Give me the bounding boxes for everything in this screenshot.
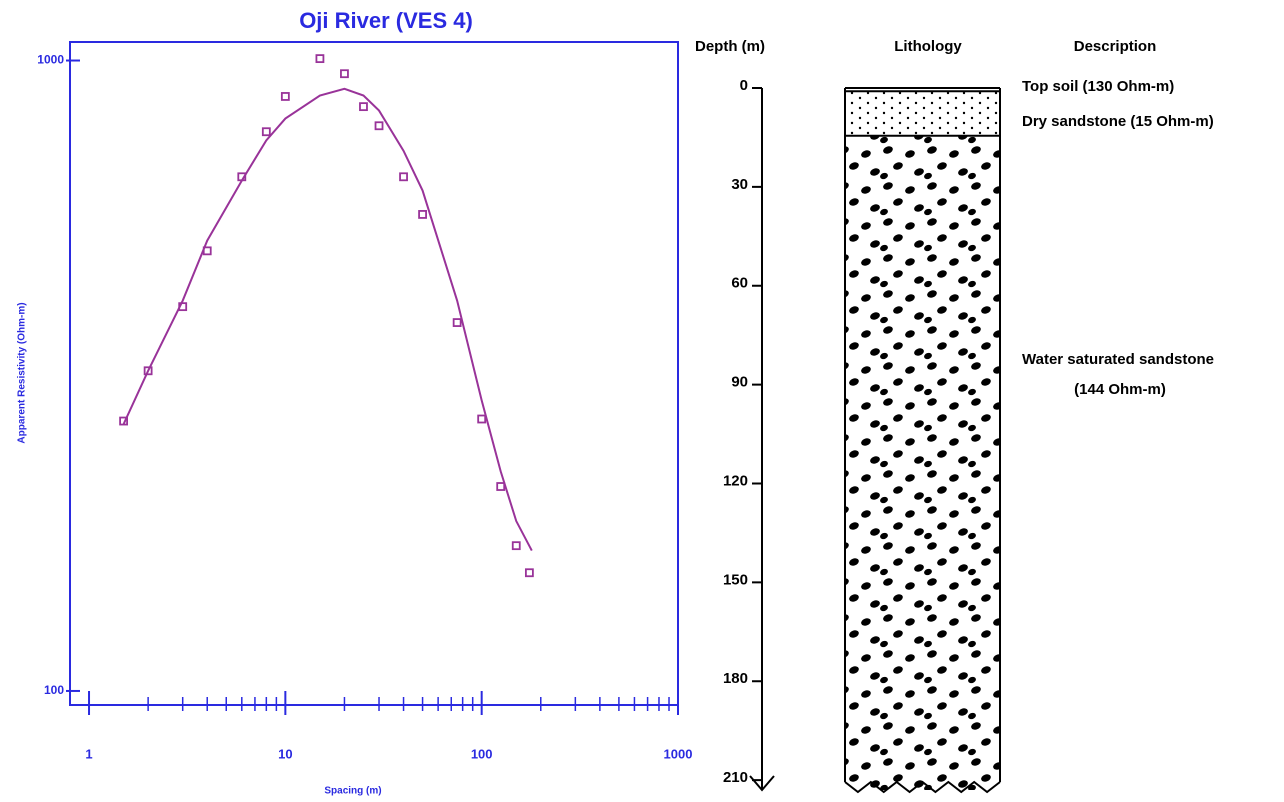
ves-chart: Oji River (VES 4) Spacing (m) Apparent R… bbox=[17, 8, 693, 797]
depth-tick-label: 180 bbox=[723, 670, 748, 687]
data-point bbox=[496, 482, 506, 491]
data-point bbox=[315, 54, 325, 64]
data-point bbox=[452, 318, 462, 327]
data-point bbox=[261, 127, 271, 137]
layer-description: Water saturated sandstone bbox=[1022, 351, 1214, 368]
data-point bbox=[524, 568, 534, 578]
y-tick-label: 100 bbox=[44, 683, 64, 697]
depth-tick-label: 0 bbox=[740, 77, 748, 94]
depth-tick-label: 90 bbox=[731, 374, 748, 391]
y-tick-label: 1000 bbox=[37, 53, 64, 67]
column-header: Lithology bbox=[894, 38, 962, 55]
x-tick-label: 1 bbox=[85, 746, 92, 761]
data-point bbox=[477, 414, 487, 424]
fitted-curve bbox=[122, 87, 533, 552]
x-tick-label: 1000 bbox=[664, 746, 693, 761]
data-point bbox=[418, 210, 427, 219]
y-axis-label: Apparent Resistivity (Ohm-m) bbox=[17, 302, 28, 443]
lithology-log: Depth (m) Lithology Description 0 30 60 90 120 1… bbox=[695, 38, 1214, 794]
layer-description: Dry sandstone (15 Ohm-m) bbox=[1022, 113, 1214, 130]
depth-tick-label: 120 bbox=[723, 472, 748, 489]
x-tick-label: 10 bbox=[278, 746, 292, 761]
data-point bbox=[143, 366, 153, 376]
layer-description: Top soil (130 Ohm-m) bbox=[1022, 78, 1174, 95]
column-header: Description bbox=[1074, 38, 1157, 55]
layer bbox=[845, 91, 1000, 136]
layer bbox=[845, 135, 1000, 791]
column-header: Depth (m) bbox=[695, 38, 765, 55]
data-point bbox=[280, 92, 290, 101]
data-point bbox=[119, 416, 128, 426]
x-axis-label: Spacing (m) bbox=[324, 786, 381, 797]
layer-description: (144 Ohm-m) bbox=[1074, 381, 1166, 398]
data-point bbox=[511, 541, 521, 551]
depth-tick-label: 30 bbox=[731, 176, 748, 193]
data-point bbox=[359, 102, 368, 112]
depth-tick-label: 150 bbox=[723, 571, 748, 588]
depth-tick-label: 210 bbox=[723, 769, 748, 786]
data-point bbox=[340, 69, 349, 79]
plot-frame bbox=[69, 41, 679, 706]
column-bottom bbox=[844, 780, 1001, 794]
x-tick-label: 100 bbox=[471, 746, 493, 761]
data-point bbox=[374, 121, 384, 131]
chart-title: Oji River (VES 4) bbox=[299, 8, 473, 33]
depth-tick-label: 60 bbox=[731, 275, 748, 292]
layer bbox=[845, 88, 1000, 92]
data-point bbox=[399, 172, 408, 182]
